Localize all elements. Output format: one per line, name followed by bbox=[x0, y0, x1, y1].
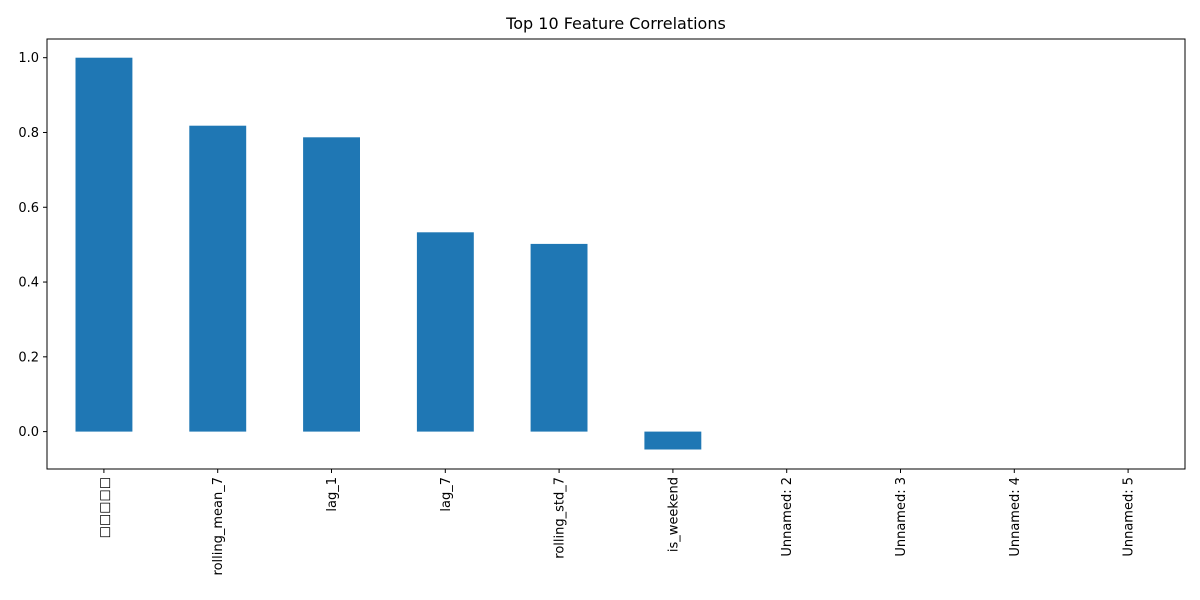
y-tick-label: 0.6 bbox=[18, 201, 39, 216]
bar bbox=[530, 243, 588, 432]
y-tick-label: 0.8 bbox=[18, 126, 39, 141]
plot-frame bbox=[46, 38, 1186, 470]
bar bbox=[644, 431, 702, 450]
bar bbox=[75, 57, 133, 432]
x-tick-label: Unnamed: 3 bbox=[894, 477, 909, 557]
y-tick-label: 0.0 bbox=[18, 425, 39, 440]
x-tick-label: is_weekend bbox=[666, 477, 681, 552]
x-tick-label: rolling_mean_7 bbox=[211, 477, 226, 575]
y-tick-label: 0.2 bbox=[18, 350, 39, 365]
bar bbox=[189, 125, 247, 432]
x-tick-label: lag_7 bbox=[439, 477, 454, 512]
chart-title: Top 10 Feature Correlations bbox=[505, 14, 726, 33]
x-tick-label: Unnamed: 5 bbox=[1122, 477, 1137, 557]
bars-group bbox=[75, 57, 702, 450]
x-tick-label: □□□□□ bbox=[97, 477, 112, 538]
x-axis: □□□□□ rolling_mean_7 lag_1 lag_7 rolling_std… bbox=[97, 469, 1137, 575]
y-tick-label: 0.4 bbox=[18, 276, 39, 291]
x-tick-label: rolling_std_7 bbox=[553, 477, 568, 559]
bar bbox=[303, 137, 360, 432]
x-tick-label: Unnamed: 4 bbox=[1008, 477, 1023, 557]
y-axis: 0.0 0.2 0.4 0.6 0.8 1.0 bbox=[18, 51, 47, 440]
bar bbox=[416, 232, 474, 432]
y-tick-label: 1.0 bbox=[18, 51, 39, 66]
x-tick-label: Unnamed: 2 bbox=[780, 477, 795, 557]
x-tick-label: lag_1 bbox=[325, 477, 340, 512]
